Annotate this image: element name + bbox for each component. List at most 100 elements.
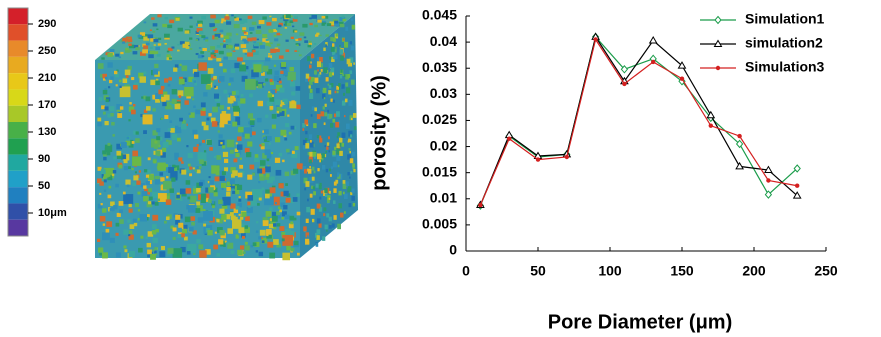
pore-voxel — [341, 143, 344, 147]
pore-voxel — [307, 235, 309, 237]
legend-marker — [715, 17, 721, 24]
pore-voxel — [238, 227, 244, 233]
pore-voxel — [127, 137, 130, 140]
colorbar-swatch — [8, 73, 28, 89]
pore-voxel — [138, 248, 143, 253]
pore-voxel — [274, 65, 276, 67]
pore-voxel — [188, 153, 193, 158]
pore-voxel — [272, 216, 278, 222]
pore-voxel — [262, 240, 265, 243]
pore-voxel — [293, 40, 295, 41]
pore-voxel — [201, 102, 206, 107]
y-tick-label: 0.035 — [422, 59, 457, 75]
pore-voxel — [135, 47, 139, 50]
pore-voxel — [210, 15, 215, 19]
pore-voxel — [175, 64, 179, 68]
pore-voxel — [322, 16, 326, 19]
pore-voxel — [312, 219, 314, 222]
pore-voxel — [283, 205, 287, 209]
pore-voxel — [196, 201, 200, 205]
pore-voxel — [190, 196, 197, 203]
pore-voxel — [117, 213, 121, 217]
pore-voxel — [207, 118, 210, 121]
pore-voxel — [309, 43, 312, 45]
pore-voxel — [239, 165, 243, 169]
pore-voxel — [264, 129, 269, 134]
pore-voxel — [172, 89, 177, 94]
pore-voxel — [155, 150, 160, 155]
pore-voxel — [313, 123, 316, 128]
pore-voxel — [321, 111, 325, 116]
pore-voxel — [223, 69, 227, 73]
pore-voxel — [329, 63, 333, 68]
pore-voxel — [235, 44, 240, 47]
pore-voxel — [284, 138, 287, 141]
pore-voxel — [223, 90, 227, 94]
pore-voxel — [134, 223, 137, 226]
pore-voxel — [339, 151, 343, 156]
pore-voxel — [189, 167, 192, 170]
pore-voxel — [268, 53, 270, 55]
pore-voxel — [131, 77, 134, 80]
pore-voxel — [102, 208, 106, 212]
pore-voxel — [161, 97, 166, 102]
pore-voxel — [189, 227, 194, 232]
pore-voxel — [184, 87, 193, 96]
pore-voxel — [282, 160, 284, 162]
pore-voxel — [158, 90, 163, 95]
pore-voxel — [120, 106, 123, 109]
colorbar-label: 210 — [38, 72, 56, 84]
pore-voxel — [103, 157, 106, 160]
pore-voxel — [109, 106, 114, 111]
pore-voxel — [325, 151, 327, 153]
pore-voxel — [353, 203, 355, 206]
pore-voxel — [152, 201, 155, 204]
pore-voxel — [332, 223, 335, 227]
pore-voxel — [248, 16, 253, 19]
pore-voxel — [102, 150, 106, 154]
pore-voxel — [320, 35, 322, 36]
pore-voxel — [273, 239, 279, 245]
pore-voxel — [241, 44, 246, 48]
pore-voxel — [249, 94, 253, 98]
pore-voxel — [169, 120, 172, 123]
pore-voxel — [181, 124, 187, 130]
pore-voxel — [317, 135, 319, 138]
pore-voxel — [169, 20, 174, 23]
pore-voxel — [344, 42, 348, 48]
pore-voxel — [249, 165, 254, 170]
pore-voxel — [304, 37, 307, 39]
pore-voxel — [110, 207, 114, 211]
pore-voxel — [329, 150, 330, 152]
pore-voxel — [221, 22, 224, 24]
point — [709, 123, 713, 127]
pore-voxel — [228, 83, 230, 85]
pore-voxel — [286, 49, 290, 52]
pore-voxel — [220, 142, 222, 144]
pore-voxel — [256, 30, 262, 34]
pore-voxel — [230, 212, 234, 216]
pore-voxel — [253, 242, 257, 246]
pore-voxel — [322, 236, 325, 241]
pore-voxel — [101, 203, 103, 205]
pore-voxel — [245, 245, 250, 250]
pore-voxel — [317, 20, 321, 23]
pore-voxel — [226, 187, 230, 191]
pore-voxel — [305, 143, 309, 148]
pore-voxel — [285, 123, 289, 127]
pore-voxel — [101, 57, 104, 59]
y-tick-label: 0.025 — [422, 111, 457, 127]
pore-voxel — [317, 218, 321, 223]
pore-voxel — [223, 244, 226, 247]
pore-voxel — [309, 134, 312, 139]
pore-voxel — [133, 175, 138, 180]
colorbar-swatch — [8, 138, 28, 154]
pore-voxel — [202, 122, 206, 126]
pore-voxel — [340, 213, 343, 218]
pore-voxel — [335, 91, 337, 94]
pore-voxel — [227, 140, 235, 148]
pore-voxel — [230, 179, 235, 184]
pore-voxel — [136, 131, 139, 134]
pore-voxel — [181, 170, 186, 175]
pore-voxel — [105, 121, 109, 125]
